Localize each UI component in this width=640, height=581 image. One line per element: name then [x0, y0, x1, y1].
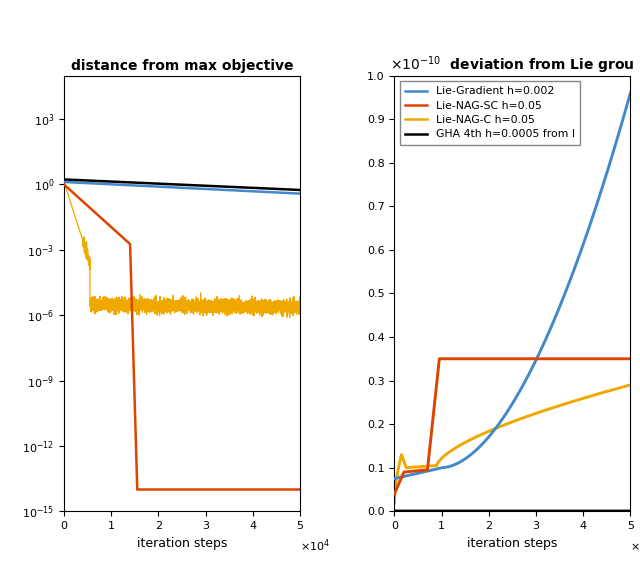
Title: $\times10^{-10}$  deviation from Lie grou: $\times10^{-10}$ deviation from Lie grou	[390, 54, 635, 76]
X-axis label: iteration steps: iteration steps	[467, 537, 557, 550]
X-axis label: iteration steps: iteration steps	[137, 537, 227, 550]
Text: $\times10^4$: $\times10^4$	[630, 537, 640, 554]
Title: distance from max objective: distance from max objective	[71, 59, 293, 73]
Text: $\times10^4$: $\times10^4$	[300, 537, 330, 554]
Legend: Lie-Gradient h=0.002, Lie-NAG-SC h=0.05, Lie-NAG-C h=0.05, GHA 4th h=0.0005 from: Lie-Gradient h=0.002, Lie-NAG-SC h=0.05,…	[400, 81, 580, 145]
